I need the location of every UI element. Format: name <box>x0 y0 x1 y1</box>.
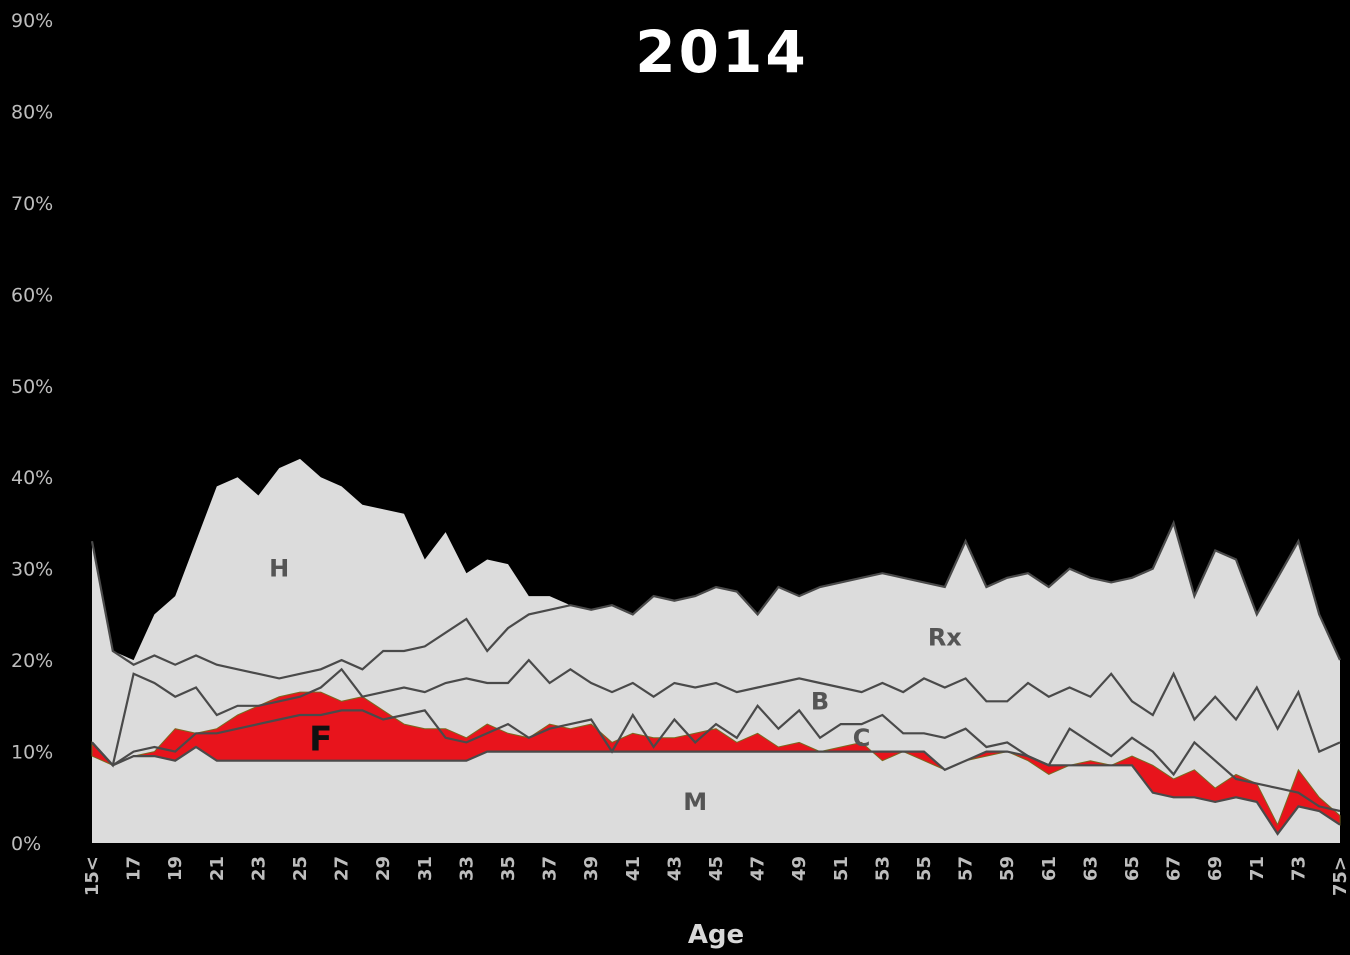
series-lines <box>90 519 1342 836</box>
x-tick-label: 53 <box>872 856 893 881</box>
x-tick-label: 69 <box>1205 856 1226 881</box>
line-series-Rx <box>90 519 1342 680</box>
line-series-B <box>91 658 1341 768</box>
x-axis-label: Age <box>688 920 744 950</box>
region-label-Rx: Rx <box>928 623 962 651</box>
x-tick-label: 73 <box>1288 856 1309 881</box>
x-tick-label: 65 <box>1122 856 1143 881</box>
x-tick-label: 31 <box>415 856 436 881</box>
y-tick-label: 80% <box>11 101 53 123</box>
region-label-M: M <box>683 788 707 816</box>
x-tick-label: 27 <box>332 856 353 881</box>
x-tick-label: 17 <box>124 856 145 881</box>
line-series-C <box>91 704 1341 813</box>
x-tick-label: 47 <box>748 856 769 881</box>
x-tick-label: 43 <box>664 856 685 881</box>
y-tick-label: 20% <box>11 650 53 672</box>
x-tick-label: 55 <box>914 856 935 881</box>
region-labels: H Rx BC F M <box>269 555 962 816</box>
y-tick-label: 50% <box>11 376 53 398</box>
region-label-F: F <box>309 719 332 759</box>
x-tick-label: 19 <box>165 856 186 881</box>
y-tick-label: 70% <box>11 193 53 215</box>
chart-title: 2014 <box>635 18 808 86</box>
region-label-H: H <box>269 555 289 583</box>
line-series-M <box>91 741 1341 836</box>
x-tick-label: 25 <box>290 856 311 881</box>
x-tick-label: 67 <box>1164 856 1185 881</box>
region-label-C: C <box>853 724 871 752</box>
y-tick-label: 40% <box>11 467 53 489</box>
x-tick-label: 45 <box>706 856 727 881</box>
y-axis-ticks: 0% 10% 20% 30% 40% 50% 60% 70% 80% 90% <box>11 10 53 855</box>
x-tick-label: 71 <box>1247 856 1268 881</box>
y-tick-label: 10% <box>11 742 53 764</box>
x-tick-label: 35 <box>498 856 519 881</box>
y-tick-label: 90% <box>11 10 53 32</box>
x-tick-label: 15< <box>82 856 103 896</box>
y-tick-label: 0% <box>11 833 41 855</box>
x-tick-label: 49 <box>789 856 810 881</box>
x-tick-label: 57 <box>956 856 977 881</box>
x-tick-label: 41 <box>623 856 644 881</box>
x-axis-ticks: 15< 17 19 21 23 25 27 29 31 33 35 37 39 41 43 45 47 49 51 5… <box>82 856 1350 896</box>
x-tick-label: 61 <box>1039 856 1060 881</box>
x-tick-label: 23 <box>248 856 269 881</box>
y-tick-label: 60% <box>11 284 53 306</box>
x-tick-label: 75> <box>1330 856 1350 896</box>
x-tick-label: 51 <box>831 856 852 881</box>
x-tick-label: 29 <box>373 856 394 881</box>
x-tick-label: 63 <box>1080 856 1101 881</box>
x-tick-label: 37 <box>540 856 561 881</box>
region-label-B: B <box>811 687 829 715</box>
x-tick-label: 33 <box>456 856 477 881</box>
x-tick-label: 59 <box>997 856 1018 881</box>
x-tick-label: 39 <box>581 856 602 881</box>
x-tick-label: 21 <box>207 856 228 881</box>
y-tick-label: 30% <box>11 559 53 581</box>
